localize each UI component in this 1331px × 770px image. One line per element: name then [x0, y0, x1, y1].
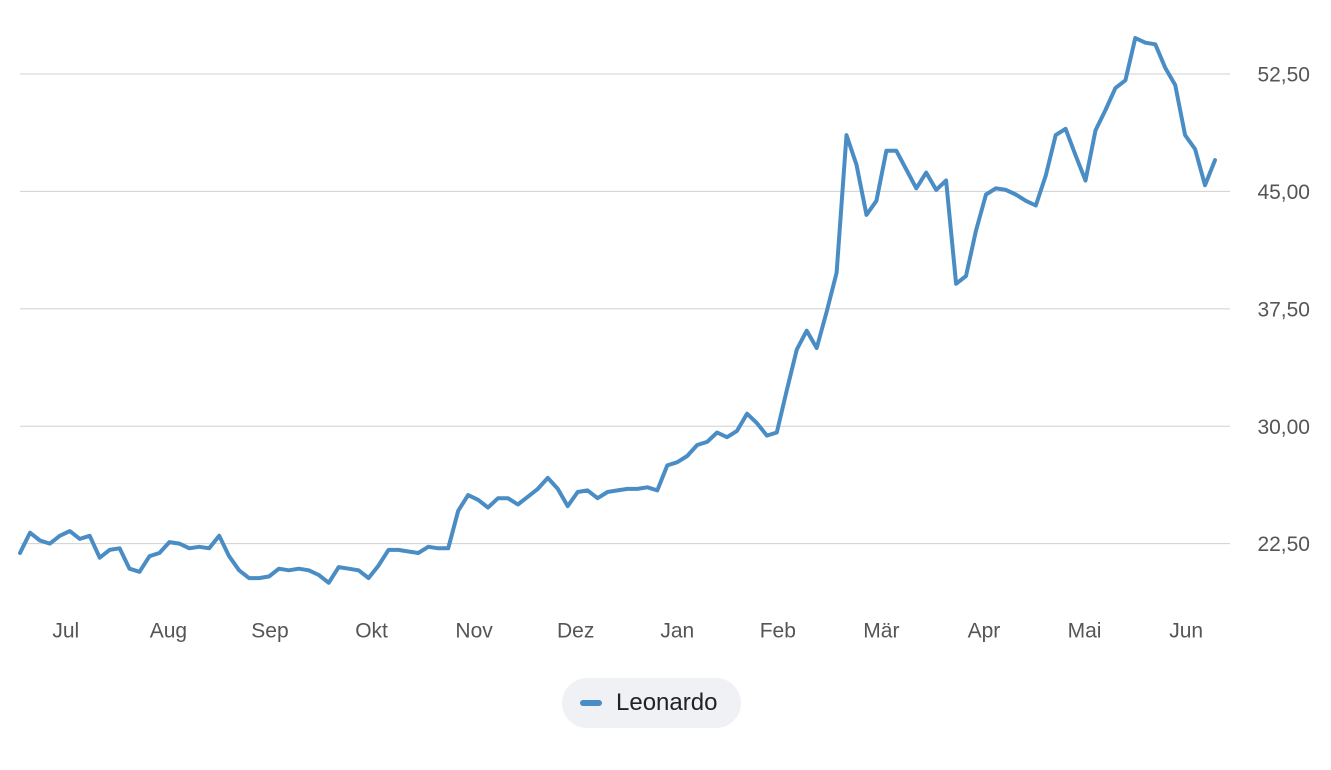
x-tick-label: Jun	[1169, 620, 1203, 643]
chart: 22,50 30,00 37,50 45,00 52,50 Jul Aug Sep Okt Nov…	[18, 36, 1310, 643]
legend-swatch	[580, 700, 602, 706]
x-tick-label: Aug	[150, 620, 187, 643]
x-tick-label: Mär	[863, 620, 899, 643]
y-tick-label: 37,50	[1257, 298, 1310, 321]
x-tick-label: Mai	[1068, 620, 1102, 643]
x-tick-label: Apr	[968, 620, 1001, 643]
x-tick-label: Nov	[455, 620, 493, 643]
y-tick-label: 52,50	[1257, 64, 1310, 87]
y-tick-label: 30,00	[1257, 416, 1310, 439]
legend-label: Leonardo	[616, 689, 718, 716]
x-tick-label: Okt	[355, 620, 388, 643]
y-tick-label: 22,50	[1257, 533, 1310, 556]
series-line	[18, 36, 1217, 585]
y-tick-label: 45,00	[1257, 181, 1310, 204]
x-tick-label: Dez	[557, 620, 594, 643]
legend-item[interactable]: Leonardo	[562, 678, 742, 728]
x-tick-label: Feb	[760, 620, 796, 643]
x-tick-label: Jul	[52, 620, 79, 643]
x-tick-label: Jan	[660, 620, 694, 643]
x-tick-label: Sep	[251, 620, 288, 643]
